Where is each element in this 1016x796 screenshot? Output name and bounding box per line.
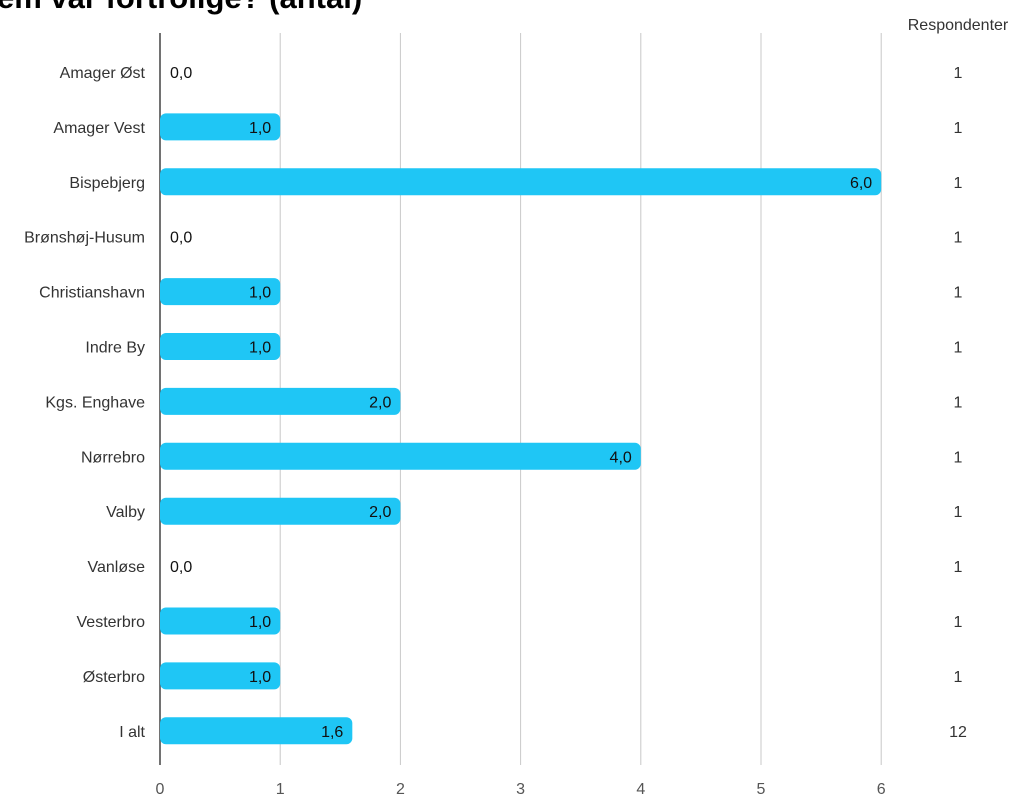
category-label: I alt bbox=[119, 724, 145, 741]
data-label: 1,0 bbox=[249, 669, 271, 686]
x-tick-labels: 0 1 2 3 4 5 6 bbox=[156, 781, 886, 796]
respondent-count: 12 bbox=[949, 724, 967, 741]
respondent-count: 1 bbox=[954, 669, 963, 686]
respondent-count: 1 bbox=[954, 175, 963, 192]
bar bbox=[160, 662, 281, 690]
bar bbox=[160, 333, 281, 360]
respondent-count: 1 bbox=[954, 394, 963, 411]
bar bbox=[160, 387, 401, 415]
respondents-header: Respondenter bbox=[908, 17, 1009, 34]
category-label: Amager Vest bbox=[53, 120, 145, 137]
x-tick-label: 3 bbox=[516, 781, 525, 796]
data-label: 1,6 bbox=[321, 724, 343, 741]
category-label: Christianshavn bbox=[39, 285, 145, 302]
respondent-counts: 1 1 1 1 1 1 1 1 1 1 1 1 12 bbox=[949, 65, 967, 741]
data-label: 0,0 bbox=[170, 559, 192, 576]
category-label: Indre By bbox=[85, 340, 145, 357]
category-labels: Amager Øst Amager Vest Bispebjerg Brønshøj-… bbox=[24, 65, 145, 741]
category-label: Valby bbox=[106, 504, 145, 521]
data-label: 1,0 bbox=[249, 120, 271, 137]
bar bbox=[160, 168, 882, 196]
category-label: Amager Øst bbox=[60, 65, 146, 82]
data-label: 2,0 bbox=[369, 394, 391, 411]
respondent-count: 1 bbox=[954, 285, 963, 302]
category-label: Bispebjerg bbox=[69, 175, 145, 192]
data-label: 6,0 bbox=[850, 175, 872, 192]
data-label: 1,0 bbox=[249, 340, 271, 357]
respondent-count: 1 bbox=[954, 504, 963, 521]
respondent-count: 1 bbox=[954, 340, 963, 357]
bar bbox=[160, 113, 281, 141]
bar bbox=[160, 717, 353, 745]
x-tick-label: 5 bbox=[757, 781, 766, 796]
x-tick-label: 0 bbox=[156, 781, 165, 796]
bar bbox=[160, 497, 401, 525]
respondent-count: 1 bbox=[954, 230, 963, 247]
category-label: Brønshøj-Husum bbox=[24, 230, 145, 247]
bar bbox=[160, 278, 281, 306]
x-tick-label: 4 bbox=[636, 781, 645, 796]
category-label: Kgs. Enghave bbox=[45, 394, 145, 411]
data-label: 1,0 bbox=[249, 614, 271, 631]
x-tick-label: 1 bbox=[276, 781, 285, 796]
bar bbox=[160, 607, 281, 635]
category-label: Østerbro bbox=[83, 669, 145, 686]
respondent-count: 1 bbox=[954, 65, 963, 82]
respondent-count: 1 bbox=[954, 120, 963, 137]
respondent-count: 1 bbox=[954, 614, 963, 631]
respondent-count: 1 bbox=[954, 559, 963, 576]
data-label: 1,0 bbox=[249, 285, 271, 302]
data-label: 0,0 bbox=[170, 230, 192, 247]
data-label: 0,0 bbox=[170, 65, 192, 82]
category-label: Vanløse bbox=[87, 559, 145, 576]
chart-title: em var fortrolige? (antal) bbox=[0, 0, 362, 16]
bar bbox=[160, 442, 641, 470]
x-tick-label: 2 bbox=[396, 781, 405, 796]
data-label: 2,0 bbox=[369, 504, 391, 521]
bars: 0,0 1,0 6,0 0,0 1,0 1,0 2,0 4,0 2,0 0,0 1,0 1,0 1,6 bbox=[160, 65, 882, 745]
respondent-count: 1 bbox=[954, 449, 963, 466]
data-label: 4,0 bbox=[610, 449, 632, 466]
x-tick-label: 6 bbox=[877, 781, 886, 796]
category-label: Nørrebro bbox=[81, 449, 145, 466]
category-label: Vesterbro bbox=[77, 614, 146, 631]
